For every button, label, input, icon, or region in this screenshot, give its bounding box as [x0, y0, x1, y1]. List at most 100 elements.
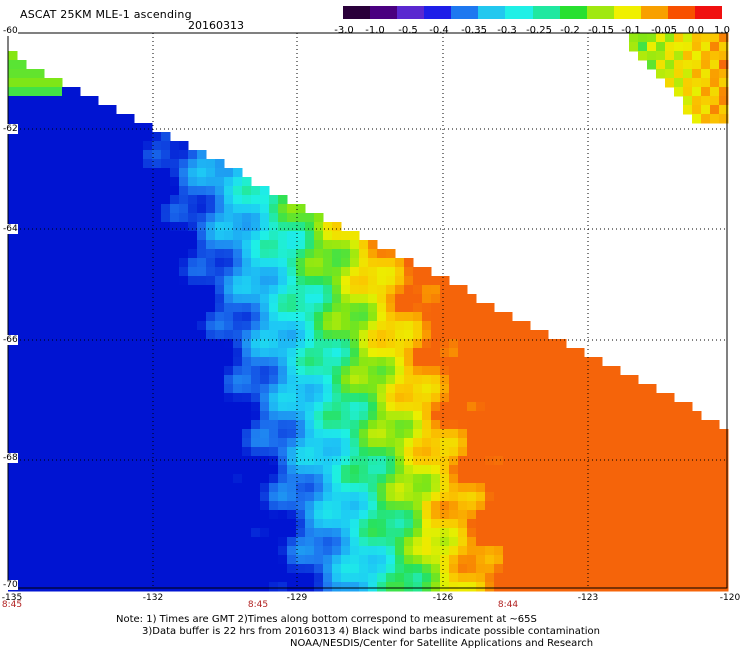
swath-cell — [305, 537, 315, 547]
swath-cell — [719, 78, 729, 88]
swath-cell — [341, 501, 351, 511]
swath-cell — [305, 231, 315, 241]
swath-cell — [413, 555, 423, 565]
swath-cell — [413, 492, 423, 502]
swath-cell — [485, 546, 495, 556]
swath-cell — [710, 501, 720, 511]
swath-cell — [215, 582, 225, 592]
swath-cell — [125, 465, 135, 475]
swath-cell — [683, 564, 693, 574]
swath-cell — [566, 492, 576, 502]
swath-cell — [143, 510, 153, 520]
swath-cell — [710, 582, 720, 592]
swath-cell — [386, 366, 396, 376]
swath-cell — [305, 510, 315, 520]
swath-cell — [62, 321, 72, 331]
swath-cell — [413, 438, 423, 448]
swath-cell — [296, 429, 306, 439]
swath-cell — [548, 348, 558, 358]
swath-cell — [323, 501, 333, 511]
swath-cell — [134, 285, 144, 295]
swath-cell — [602, 510, 612, 520]
swath-cell — [197, 393, 207, 403]
swath-cell — [224, 348, 234, 358]
swath-cell — [80, 195, 90, 205]
swath-cell — [521, 582, 531, 592]
swath-cell — [179, 438, 189, 448]
swath-cell — [665, 510, 675, 520]
swath-cell — [107, 285, 117, 295]
swath-cell — [719, 87, 729, 97]
swath-cell — [17, 267, 27, 277]
swath-cell — [476, 492, 486, 502]
swath-cell — [134, 411, 144, 421]
swath-cell — [71, 474, 81, 484]
swath-cell — [287, 528, 297, 538]
swath-cell — [170, 267, 180, 277]
swath-cell — [188, 348, 198, 358]
swath-cell — [17, 402, 27, 412]
swath-cell — [35, 582, 45, 592]
swath-cell — [269, 348, 279, 358]
swath-cell — [377, 546, 387, 556]
swath-cell — [674, 87, 684, 97]
wind-swath-cells — [8, 33, 729, 592]
swath-cell — [170, 519, 180, 529]
swath-cell — [350, 465, 360, 475]
swath-cell — [35, 447, 45, 457]
swath-cell — [179, 519, 189, 529]
swath-cell — [710, 510, 720, 520]
swath-cell — [305, 240, 315, 250]
swath-cell — [206, 222, 216, 232]
swath-cell — [530, 492, 540, 502]
swath-cell — [539, 447, 549, 457]
swath-cell — [422, 582, 432, 592]
swath-cell — [197, 321, 207, 331]
swath-cell — [296, 339, 306, 349]
swath-cell — [251, 339, 261, 349]
color-scale-swatch — [505, 6, 533, 19]
swath-cell — [224, 393, 234, 403]
swath-cell — [665, 78, 675, 88]
swath-cell — [215, 177, 225, 187]
color-scale-tick-label: 1.0 — [714, 25, 730, 36]
swath-cell — [404, 375, 414, 385]
swath-cell — [656, 519, 666, 529]
swath-cell — [71, 312, 81, 322]
swath-cell — [611, 474, 621, 484]
swath-cell — [584, 447, 594, 457]
swath-cell — [116, 312, 126, 322]
swath-cell — [53, 564, 63, 574]
swath-cell — [116, 231, 126, 241]
swath-cell — [395, 447, 405, 457]
swath-cell — [719, 510, 729, 520]
swath-cell — [62, 474, 72, 484]
swath-cell — [197, 465, 207, 475]
swath-cell — [71, 429, 81, 439]
swath-cell — [233, 402, 243, 412]
swath-cell — [566, 456, 576, 466]
swath-cell — [341, 240, 351, 250]
swath-cell — [296, 204, 306, 214]
swath-cell — [71, 483, 81, 493]
swath-cell — [179, 312, 189, 322]
swath-cell — [152, 510, 162, 520]
swath-cell — [557, 501, 567, 511]
swath-cell — [575, 501, 585, 511]
swath-cell — [17, 501, 27, 511]
swath-cell — [134, 213, 144, 223]
swath-cell — [35, 132, 45, 142]
swath-cell — [8, 348, 18, 358]
swath-cell — [656, 33, 666, 43]
swath-cell — [404, 420, 414, 430]
swath-cell — [476, 510, 486, 520]
swath-cell — [17, 537, 27, 547]
swath-cell — [152, 294, 162, 304]
swath-cell — [287, 348, 297, 358]
swath-cell — [8, 213, 18, 223]
swath-cell — [107, 303, 117, 313]
swath-cell — [251, 285, 261, 295]
swath-cell — [458, 537, 468, 547]
swath-cell — [269, 501, 279, 511]
swath-cell — [422, 510, 432, 520]
